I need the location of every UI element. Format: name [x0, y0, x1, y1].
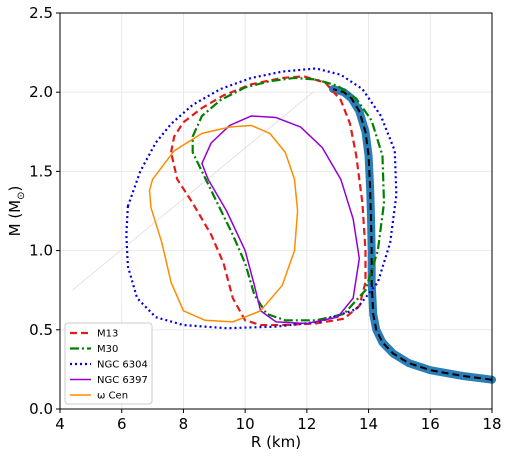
y-tick-label: 0.0 — [29, 400, 53, 418]
x-tick-label: 14 — [359, 415, 378, 433]
x-tick-label: 12 — [297, 415, 316, 433]
series-line-m13 — [169, 75, 367, 327]
legend: M13 M30 NGC 6304 NGC 6397 ω Cen — [64, 322, 153, 405]
y-axis-label-close: ) — [6, 186, 24, 192]
y-axis-ticks: 0.0 0.5 1.0 1.5 2.0 2.5 — [29, 4, 60, 418]
legend-label: NGC 6304 — [97, 360, 148, 371]
y-tick-label: 1.5 — [29, 162, 53, 180]
x-tick-label: 18 — [482, 415, 501, 433]
x-tick-label: 10 — [236, 415, 255, 433]
y-tick-label: 2.0 — [29, 83, 53, 101]
x-tick-label: 16 — [421, 415, 440, 433]
y-axis-label-sub: ⊙ — [16, 191, 27, 199]
series-line-ngc-6397 — [201, 115, 361, 325]
series-line--cen — [148, 124, 299, 323]
eos-dashed-path — [332, 88, 493, 381]
x-tick-label: 4 — [55, 415, 65, 433]
x-tick-label: 8 — [179, 415, 189, 433]
eos-band — [329, 85, 496, 384]
legend-box — [64, 322, 153, 405]
y-axis-label: M (M⊙) — [6, 186, 27, 237]
legend-label: NGC 6397 — [97, 375, 148, 386]
x-tick-label: 6 — [117, 415, 127, 433]
y-tick-label: 2.5 — [29, 4, 53, 22]
y-axis-label-main: M (M — [6, 200, 24, 237]
series-group — [125, 67, 398, 330]
reference-line — [72, 91, 314, 291]
legend-label: ω Cen — [97, 391, 128, 402]
legend-label: M13 — [97, 329, 118, 340]
y-tick-label: 0.5 — [29, 321, 53, 339]
x-axis-ticks: 4 6 8 10 12 14 16 18 — [55, 409, 502, 433]
y-tick-label: 1.0 — [29, 242, 53, 260]
reference-line-path — [72, 91, 314, 291]
x-axis-label: R (km) — [251, 433, 301, 451]
legend-label: M30 — [97, 344, 118, 355]
series-line-ngc-6304 — [125, 67, 398, 330]
plot-frame — [59, 12, 493, 410]
